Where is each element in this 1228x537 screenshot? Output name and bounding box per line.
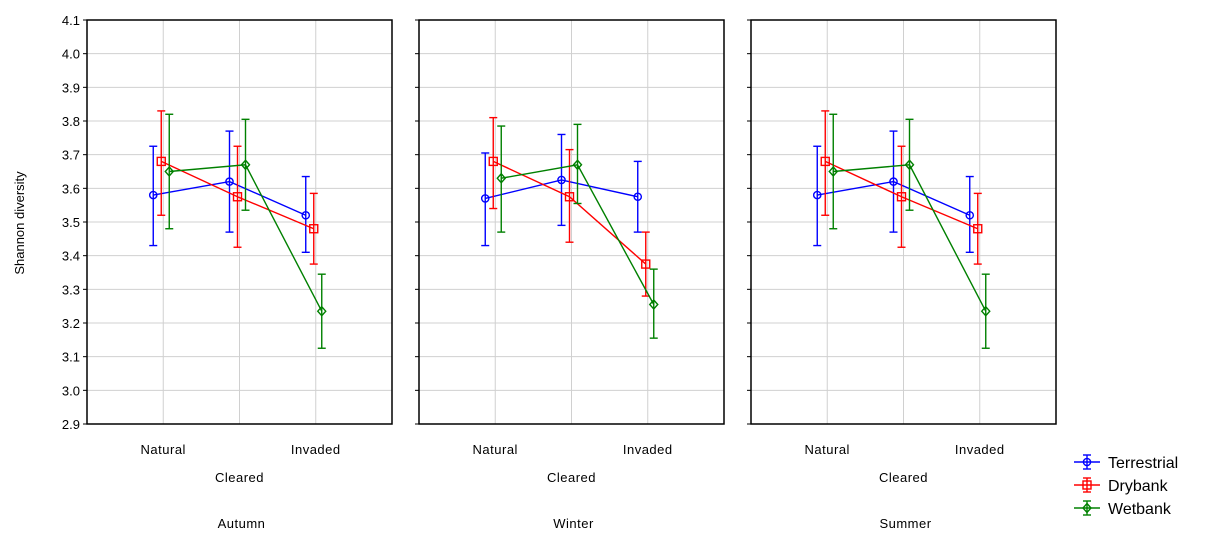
y-tick-label: 3.7 [62, 148, 80, 163]
series-drybank [156, 110, 319, 265]
data-point [496, 172, 507, 184]
legend-marker [1082, 502, 1092, 514]
x-category-label: Invaded [291, 442, 341, 457]
data-point [812, 190, 822, 200]
y-tick-label: 3.9 [62, 80, 80, 95]
data-point [965, 210, 975, 220]
x-category-label: Invaded [623, 442, 673, 457]
panel-title: Winter [553, 516, 594, 531]
legend-label: Terrestrial [1108, 455, 1178, 472]
data-point [301, 210, 311, 220]
panel-summer: Natural Cleared Invaded Summer [747, 19, 1057, 531]
data-point [828, 165, 839, 178]
data-point [889, 177, 898, 186]
x-category-label: Natural [141, 442, 186, 457]
y-tick-label: 3.4 [62, 249, 80, 264]
data-point [225, 177, 234, 186]
x-category-label: Cleared [547, 470, 596, 485]
data-point [633, 192, 643, 202]
y-axis-title: Shannon diversity [12, 171, 27, 275]
x-category-label: Cleared [879, 470, 928, 485]
data-point [564, 192, 575, 202]
data-point [973, 224, 983, 234]
data-point [904, 159, 915, 171]
panel-title: Autumn [218, 516, 266, 531]
data-point [232, 192, 243, 202]
legend-label: Wetbank [1108, 501, 1172, 518]
y-tick-label: 4.1 [62, 13, 80, 28]
series-wetbank [828, 113, 991, 349]
data-point [309, 224, 319, 234]
data-point [641, 259, 651, 269]
y-tick-label: 3.6 [62, 181, 80, 196]
panel-winter: Natural Cleared Invaded Winter [415, 19, 725, 531]
series-terrestrial [480, 133, 643, 247]
data-point [148, 190, 158, 200]
x-category-label: Natural [805, 442, 850, 457]
data-point [164, 165, 175, 178]
y-tick-label: 3.0 [62, 383, 80, 398]
data-point [980, 305, 991, 317]
legend-marker [1082, 480, 1092, 490]
series-drybank [820, 110, 983, 265]
data-point [648, 298, 659, 311]
data-point [156, 156, 166, 167]
x-category-label: Natural [473, 442, 518, 457]
series-terrestrial [812, 130, 975, 254]
y-tick-label: 4.0 [62, 47, 80, 62]
data-point [896, 192, 907, 202]
data-point [488, 156, 498, 167]
y-tick-label: 3.5 [62, 215, 80, 230]
y-tick-label: 3.3 [62, 282, 80, 297]
data-point [572, 159, 583, 171]
series-drybank [488, 116, 651, 297]
legend: Terrestrial Drybank Wetbank [1074, 454, 1178, 518]
series-wetbank [496, 123, 659, 339]
x-category-label: Cleared [215, 470, 264, 485]
data-point [557, 175, 566, 185]
legend-label: Drybank [1108, 478, 1169, 495]
y-tick-label: 3.8 [62, 114, 80, 129]
y-tick-label: 2.9 [62, 417, 80, 432]
data-point [480, 194, 490, 203]
series-terrestrial [148, 130, 311, 254]
panel-autumn: Natural Cleared Invaded Autumn [83, 19, 393, 531]
x-category-label: Invaded [955, 442, 1005, 457]
y-tick-label: 3.1 [62, 350, 80, 365]
data-point [316, 305, 327, 317]
data-point [820, 156, 830, 167]
panel-title: Summer [879, 516, 931, 531]
legend-marker [1082, 457, 1092, 467]
y-tick-label: 3.2 [62, 316, 80, 331]
data-point [240, 159, 251, 171]
series-wetbank [164, 113, 327, 349]
